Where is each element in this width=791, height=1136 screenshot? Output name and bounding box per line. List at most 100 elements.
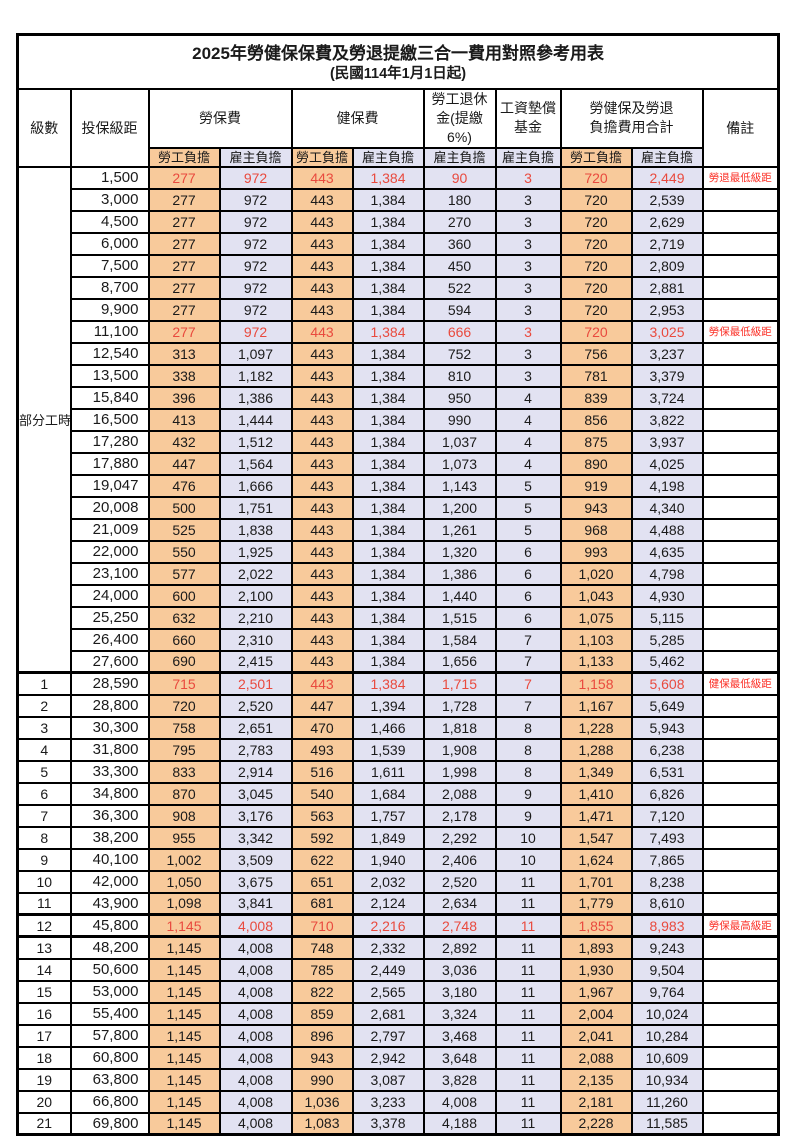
labor-employee-cell: 955 [147,825,221,850]
pension-employer-cell: 2,892 [422,935,497,960]
note-cell [701,517,780,542]
note-cell [701,451,780,476]
wage-fund-employer-cell: 3 [494,231,562,256]
labor-employer-cell: 2,310 [218,627,293,652]
labor-employee-cell: 690 [147,649,221,674]
subheader-pension-employer: 雇主負擔 [422,146,497,168]
health-employee-cell: 443 [290,451,354,476]
header-pension-group: 勞工退休 金(提繳6%) [422,88,497,149]
pension-employer-cell: 2,748 [422,913,497,939]
total-employer-cell: 5,943 [630,715,704,740]
note-cell [701,231,780,256]
salary-bracket-cell: 43,900 [69,891,150,916]
header-total-group: 勞健保及勞退 負擔費用合計 [559,88,704,149]
labor-employee-cell: 1,050 [147,869,221,894]
salary-bracket-cell: 57,800 [69,1023,150,1048]
health-employer-cell: 1,384 [351,319,425,344]
table-row: 5 33,300 833 2,914 516 1,611 1,998 8 1,349 6,531 [16,759,780,784]
wage-fund-employer-cell: 8 [494,737,562,762]
labor-employee-cell: 313 [147,341,221,366]
wage-fund-employer-cell: 5 [494,495,562,520]
salary-bracket-cell: 6,000 [69,231,150,256]
note-cell [701,561,780,586]
note-cell [701,737,780,762]
health-employer-cell: 1,384 [351,341,425,366]
total-employer-cell: 11,260 [630,1089,704,1114]
total-employee-cell: 720 [559,253,633,278]
health-employer-cell: 1,684 [351,781,425,806]
table-row: 部分工時 1,500 277 972 443 1,384 90 3 720 2,449 勞退最低級距 [16,165,780,674]
labor-employee-cell: 1,098 [147,891,221,916]
pension-employer-cell: 810 [422,363,497,388]
health-employer-cell: 3,087 [351,1067,425,1092]
total-employee-cell: 1,349 [559,759,633,784]
pension-employer-cell: 1,143 [422,473,497,498]
salary-bracket-cell: 21,009 [69,517,150,542]
salary-bracket-cell: 19,047 [69,473,150,498]
health-employer-cell: 2,942 [351,1045,425,1070]
salary-bracket-cell: 17,280 [69,429,150,454]
note-cell: 勞保最高級距 [701,913,780,939]
pension-employer-cell: 3,468 [422,1023,497,1048]
note-cell [701,275,780,300]
labor-employee-cell: 432 [147,429,221,454]
level-cell: 5 [16,759,72,784]
level-cell: 12 [16,913,72,939]
wage-fund-employer-cell: 11 [494,957,562,982]
labor-employer-cell: 2,210 [218,605,293,630]
note-cell [701,187,780,212]
total-employee-cell: 1,133 [559,649,633,674]
salary-bracket-cell: 66,800 [69,1089,150,1114]
labor-employee-cell: 1,145 [147,935,221,960]
health-employer-cell: 1,384 [351,209,425,234]
salary-bracket-cell: 22,000 [69,539,150,564]
health-employer-cell: 1,384 [351,187,425,212]
labor-employee-cell: 1,145 [147,1067,221,1092]
total-employer-cell: 10,024 [630,1001,704,1026]
page-subtitle: (民國114年1月1日起) [329,66,467,83]
labor-employee-cell: 277 [147,209,221,234]
pension-employer-cell: 4,188 [422,1111,497,1136]
total-employer-cell: 3,379 [630,363,704,388]
salary-bracket-cell: 15,840 [69,385,150,410]
header-wage-fund-group: 工資墊償 基金 [494,88,562,149]
labor-employee-cell: 1,145 [147,1001,221,1026]
health-employer-cell: 2,797 [351,1023,425,1048]
level-cell: 1 [16,671,72,696]
labor-employer-cell: 972 [218,319,293,344]
note-cell [701,407,780,432]
wage-fund-employer-cell: 3 [494,275,562,300]
table-row: 14 50,600 1,145 4,008 785 2,449 3,036 11 1,930 9,… [16,957,780,982]
total-employer-cell: 5,649 [630,693,704,718]
total-employer-cell: 7,120 [630,803,704,828]
total-employee-cell: 1,471 [559,803,633,828]
labor-employee-cell: 833 [147,759,221,784]
table-row: 12,540 313 1,097 443 1,384 752 3 756 3,237 [18,341,780,366]
total-employer-cell: 3,822 [630,407,704,432]
health-employer-cell: 1,384 [351,407,425,432]
wage-fund-employer-cell: 3 [494,319,562,344]
wage-fund-employer-cell: 3 [494,209,562,234]
note-cell [701,209,780,234]
salary-bracket-cell: 4,500 [69,209,150,234]
subheader-health-employer: 雇主負擔 [351,146,425,168]
total-employee-cell: 1,967 [559,979,633,1004]
total-employer-cell: 5,115 [630,605,704,630]
wage-fund-employer-cell: 11 [494,1089,562,1114]
salary-bracket-cell: 60,800 [69,1045,150,1070]
salary-bracket-cell: 69,800 [69,1111,150,1136]
health-employer-cell: 2,124 [351,891,425,916]
header-health-insurance-group: 健保費 [290,88,425,149]
health-employee-cell: 443 [290,165,354,190]
wage-fund-employer-cell: 11 [494,1023,562,1048]
health-employee-cell: 443 [290,627,354,652]
salary-bracket-cell: 36,300 [69,803,150,828]
wage-fund-employer-cell: 4 [494,407,562,432]
note-cell: 健保最低級距 [701,671,780,696]
note-cell [701,935,780,960]
labor-employer-cell: 4,008 [218,1089,293,1114]
wage-fund-employer-cell: 10 [494,847,562,872]
total-employee-cell: 839 [559,385,633,410]
table-row: 17 57,800 1,145 4,008 896 2,797 3,468 11 2,041 10… [16,1023,780,1048]
pension-employer-cell: 522 [422,275,497,300]
